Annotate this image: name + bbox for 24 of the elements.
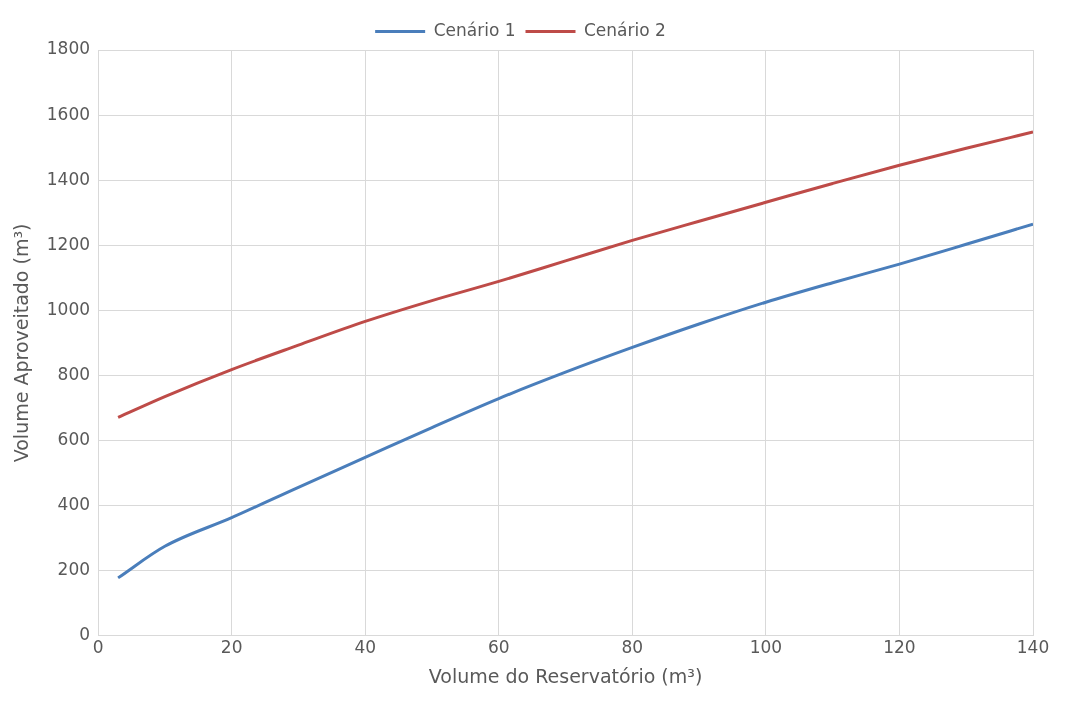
x-tick-label: 40 <box>354 637 377 658</box>
y-tick-label: 1800 <box>46 38 91 59</box>
x-tick-label: 140 <box>1016 637 1050 658</box>
y-tick-label: 1400 <box>46 168 91 189</box>
y-tick-label: 1200 <box>46 233 91 254</box>
y-tick-label: 200 <box>57 559 91 580</box>
x-tick-label: 80 <box>621 637 644 658</box>
x-tick-label: 120 <box>883 637 916 658</box>
y-tick-label: 600 <box>57 428 91 449</box>
line-series <box>116 222 1033 580</box>
y-tick-label: 1600 <box>46 103 91 124</box>
x-tick-label: 60 <box>487 637 510 658</box>
y-tick-label: 0 <box>79 624 91 645</box>
y-tick-label: 800 <box>57 363 91 384</box>
legend-label: Cenário 2 <box>584 19 666 40</box>
line-series <box>116 130 1033 419</box>
x-tick-label: 20 <box>220 637 243 658</box>
y-tick-label: 400 <box>57 494 91 515</box>
x-tick-label: 100 <box>749 637 783 658</box>
x-axis-title: Volume do Reservatório (m³) <box>428 664 703 687</box>
y-tick-label: 1000 <box>46 298 91 319</box>
x-tick-label: 0 <box>92 637 104 658</box>
y-axis-title: Volume Aproveitado (m³) <box>10 223 33 463</box>
legend-label: Cenário 1 <box>433 19 516 40</box>
